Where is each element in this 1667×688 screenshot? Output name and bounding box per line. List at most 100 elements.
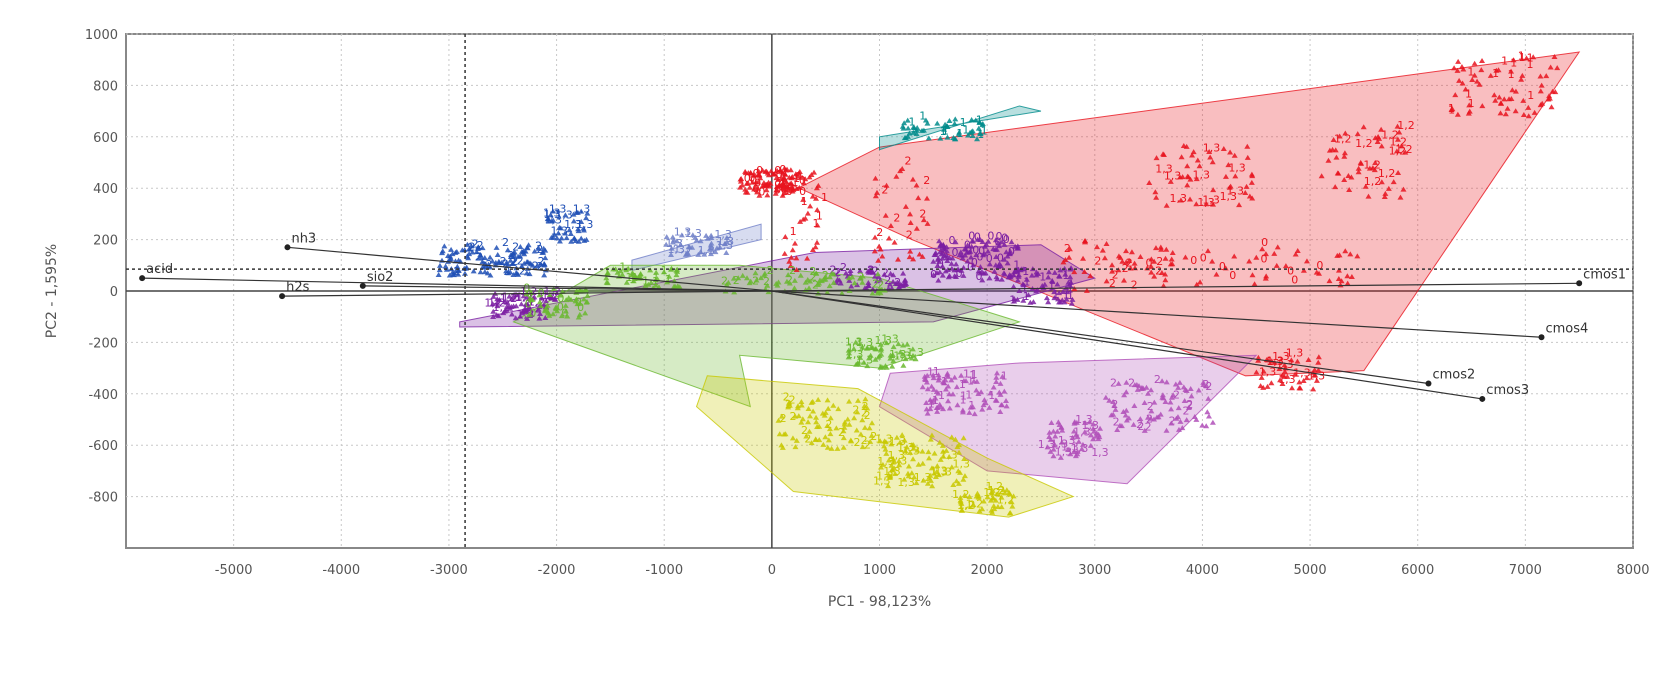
point-label: 2 bbox=[535, 239, 542, 252]
data-point bbox=[1365, 193, 1372, 199]
data-point bbox=[1184, 182, 1191, 188]
point-label: 1,3 bbox=[875, 334, 893, 347]
data-point bbox=[1090, 436, 1097, 442]
data-point bbox=[1128, 249, 1135, 255]
data-point bbox=[814, 207, 821, 213]
data-point bbox=[490, 293, 497, 299]
data-point bbox=[865, 279, 872, 285]
data-point bbox=[883, 182, 890, 188]
point-label: 0 bbox=[1316, 259, 1323, 272]
data-point bbox=[1398, 143, 1405, 149]
data-point bbox=[912, 356, 919, 362]
data-point bbox=[747, 169, 754, 175]
data-point bbox=[1303, 375, 1310, 381]
data-point bbox=[1000, 487, 1007, 493]
data-point bbox=[1188, 393, 1195, 399]
data-point bbox=[981, 251, 988, 257]
data-point bbox=[1508, 95, 1515, 101]
data-point bbox=[872, 175, 879, 181]
data-point bbox=[935, 277, 942, 283]
data-point bbox=[908, 470, 915, 476]
data-point bbox=[951, 273, 958, 279]
data-point bbox=[825, 437, 832, 443]
data-point bbox=[1294, 358, 1301, 364]
data-point bbox=[945, 383, 952, 389]
data-point bbox=[882, 446, 889, 452]
point-label: 1 bbox=[1062, 269, 1069, 282]
data-point bbox=[938, 241, 945, 247]
data-point bbox=[877, 246, 884, 252]
point-label: 2 bbox=[872, 265, 879, 278]
data-point bbox=[1378, 143, 1385, 149]
data-point bbox=[678, 232, 685, 238]
point-label: 2 bbox=[500, 255, 507, 268]
data-point bbox=[1207, 154, 1214, 160]
point-label: 2 bbox=[477, 239, 484, 252]
data-point bbox=[915, 195, 922, 201]
data-point bbox=[1137, 254, 1144, 260]
data-point bbox=[1157, 411, 1164, 417]
loading-vector bbox=[771, 290, 1429, 385]
data-point bbox=[1051, 441, 1058, 447]
point-label: 0 bbox=[748, 171, 755, 184]
data-point bbox=[455, 271, 462, 277]
data-point bbox=[842, 270, 849, 276]
data-point bbox=[1203, 423, 1210, 429]
x-tick-label: -1000 bbox=[645, 563, 683, 578]
data-point bbox=[1091, 428, 1098, 434]
data-point bbox=[807, 413, 814, 419]
data-point bbox=[1146, 179, 1153, 185]
data-point bbox=[1300, 267, 1307, 273]
data-point bbox=[1199, 422, 1206, 428]
data-point bbox=[1273, 262, 1280, 268]
data-point bbox=[911, 125, 918, 131]
data-point bbox=[673, 267, 680, 273]
data-point bbox=[1083, 287, 1090, 293]
data-point bbox=[1141, 427, 1148, 433]
data-point bbox=[1547, 64, 1554, 70]
point-label: 2 bbox=[475, 251, 482, 264]
point-label: 2 bbox=[923, 174, 930, 187]
data-point bbox=[867, 352, 874, 358]
data-point bbox=[1175, 426, 1182, 432]
data-point bbox=[1065, 447, 1072, 453]
data-point bbox=[826, 283, 833, 289]
data-point bbox=[494, 299, 501, 305]
data-point bbox=[562, 308, 569, 314]
point-label: 0 bbox=[1261, 253, 1268, 266]
data-point bbox=[751, 172, 758, 178]
data-point bbox=[838, 290, 845, 296]
data-point bbox=[902, 448, 909, 454]
data-point bbox=[481, 269, 488, 275]
point-label: 1,3 bbox=[877, 455, 895, 468]
data-point bbox=[973, 252, 980, 258]
data-point bbox=[946, 405, 953, 411]
point-label: 2 bbox=[809, 265, 816, 278]
data-point bbox=[984, 248, 991, 254]
data-point bbox=[939, 272, 946, 278]
data-point bbox=[901, 120, 908, 126]
data-point bbox=[848, 283, 855, 289]
data-point bbox=[1050, 453, 1057, 459]
data-point bbox=[510, 250, 517, 256]
data-point bbox=[1001, 256, 1008, 262]
data-point bbox=[1071, 449, 1078, 455]
data-point bbox=[494, 303, 501, 309]
data-point bbox=[757, 275, 764, 281]
data-point bbox=[1001, 490, 1008, 496]
data-point bbox=[776, 431, 783, 437]
data-point bbox=[1056, 299, 1063, 305]
data-point bbox=[1348, 273, 1355, 279]
point-label: 1 bbox=[1052, 288, 1059, 301]
data-point bbox=[773, 184, 780, 190]
data-point bbox=[1126, 257, 1133, 263]
data-point bbox=[1071, 420, 1078, 426]
data-point bbox=[872, 356, 879, 362]
data-point bbox=[1169, 250, 1176, 256]
data-point bbox=[1394, 136, 1401, 142]
data-point bbox=[1045, 299, 1052, 305]
data-point bbox=[890, 278, 897, 284]
point-label: 0 bbox=[975, 270, 982, 283]
data-point bbox=[1058, 439, 1065, 445]
data-point bbox=[1052, 433, 1059, 439]
